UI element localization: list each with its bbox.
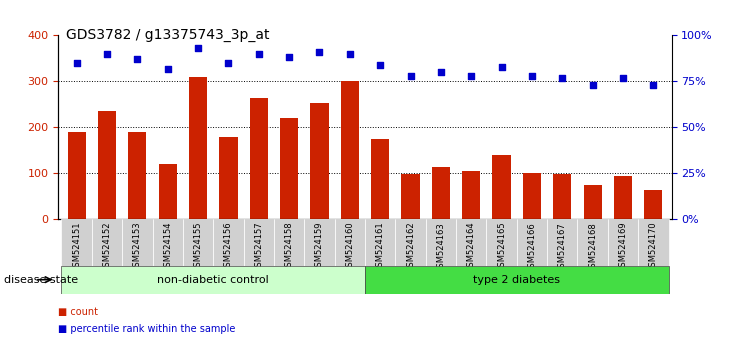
Text: GDS3782 / g13375743_3p_at: GDS3782 / g13375743_3p_at	[66, 28, 269, 42]
Text: non-diabetic control: non-diabetic control	[158, 275, 269, 285]
FancyBboxPatch shape	[304, 219, 334, 266]
FancyBboxPatch shape	[608, 219, 638, 266]
Bar	[250, 97, 268, 219]
FancyBboxPatch shape	[153, 219, 182, 266]
Point	[71, 60, 82, 66]
Text: disease state: disease state	[4, 275, 78, 285]
Text: GSM524153: GSM524153	[133, 222, 142, 273]
Text: ■ count: ■ count	[58, 307, 99, 316]
Text: GSM524163: GSM524163	[437, 222, 445, 273]
Point	[556, 75, 568, 81]
Point	[314, 49, 326, 55]
Text: GSM524155: GSM524155	[193, 222, 202, 272]
Point	[283, 55, 295, 60]
Bar	[158, 164, 177, 219]
Bar	[280, 118, 299, 219]
Point	[131, 57, 143, 62]
Text: GSM524167: GSM524167	[558, 222, 566, 273]
FancyBboxPatch shape	[517, 219, 548, 266]
Point	[526, 73, 538, 79]
Point	[223, 60, 234, 66]
Point	[404, 73, 416, 79]
FancyBboxPatch shape	[396, 219, 426, 266]
Point	[648, 82, 659, 88]
Text: GSM524159: GSM524159	[315, 222, 324, 272]
Point	[192, 45, 204, 51]
Bar	[128, 132, 147, 219]
Text: GSM524166: GSM524166	[528, 222, 537, 273]
FancyBboxPatch shape	[274, 219, 304, 266]
Point	[496, 64, 507, 69]
FancyBboxPatch shape	[486, 219, 517, 266]
FancyBboxPatch shape	[213, 219, 244, 266]
Bar	[583, 185, 602, 219]
Text: GSM524170: GSM524170	[649, 222, 658, 273]
Bar	[189, 77, 207, 219]
Text: GSM524157: GSM524157	[254, 222, 264, 273]
FancyBboxPatch shape	[122, 219, 153, 266]
Text: type 2 diabetes: type 2 diabetes	[473, 275, 561, 285]
Text: GSM524164: GSM524164	[466, 222, 476, 273]
FancyBboxPatch shape	[92, 219, 122, 266]
Bar	[402, 175, 420, 219]
Text: GSM524160: GSM524160	[345, 222, 354, 273]
FancyBboxPatch shape	[334, 219, 365, 266]
Bar	[67, 132, 85, 219]
FancyBboxPatch shape	[244, 219, 274, 266]
FancyBboxPatch shape	[61, 266, 365, 294]
Point	[344, 51, 356, 57]
Bar	[310, 103, 328, 219]
Bar	[341, 81, 359, 219]
Text: GSM524165: GSM524165	[497, 222, 506, 273]
Bar	[553, 175, 572, 219]
FancyBboxPatch shape	[638, 219, 669, 266]
Text: GSM524162: GSM524162	[406, 222, 415, 273]
Text: GSM524152: GSM524152	[102, 222, 112, 272]
Bar	[523, 173, 541, 219]
Bar	[219, 137, 237, 219]
Text: GSM524156: GSM524156	[224, 222, 233, 273]
Point	[162, 66, 174, 72]
FancyBboxPatch shape	[577, 219, 608, 266]
Bar	[614, 176, 632, 219]
Text: GSM524151: GSM524151	[72, 222, 81, 272]
FancyBboxPatch shape	[61, 219, 92, 266]
Point	[101, 51, 113, 57]
Bar	[462, 171, 480, 219]
Bar	[493, 155, 511, 219]
Text: GSM524169: GSM524169	[618, 222, 628, 273]
Bar	[98, 111, 116, 219]
FancyBboxPatch shape	[548, 219, 577, 266]
Point	[253, 51, 264, 57]
Bar	[431, 166, 450, 219]
FancyBboxPatch shape	[182, 219, 213, 266]
Point	[466, 73, 477, 79]
Point	[374, 62, 386, 68]
Point	[617, 75, 629, 81]
Bar	[645, 189, 663, 219]
Point	[435, 69, 447, 75]
FancyBboxPatch shape	[456, 219, 486, 266]
Text: GSM524161: GSM524161	[376, 222, 385, 273]
Text: ■ percentile rank within the sample: ■ percentile rank within the sample	[58, 324, 236, 334]
Bar	[371, 139, 389, 219]
Text: GSM524154: GSM524154	[164, 222, 172, 272]
FancyBboxPatch shape	[426, 219, 456, 266]
FancyBboxPatch shape	[365, 266, 669, 294]
Text: GSM524158: GSM524158	[285, 222, 293, 273]
FancyBboxPatch shape	[365, 219, 396, 266]
Point	[587, 82, 599, 88]
Text: GSM524168: GSM524168	[588, 222, 597, 273]
